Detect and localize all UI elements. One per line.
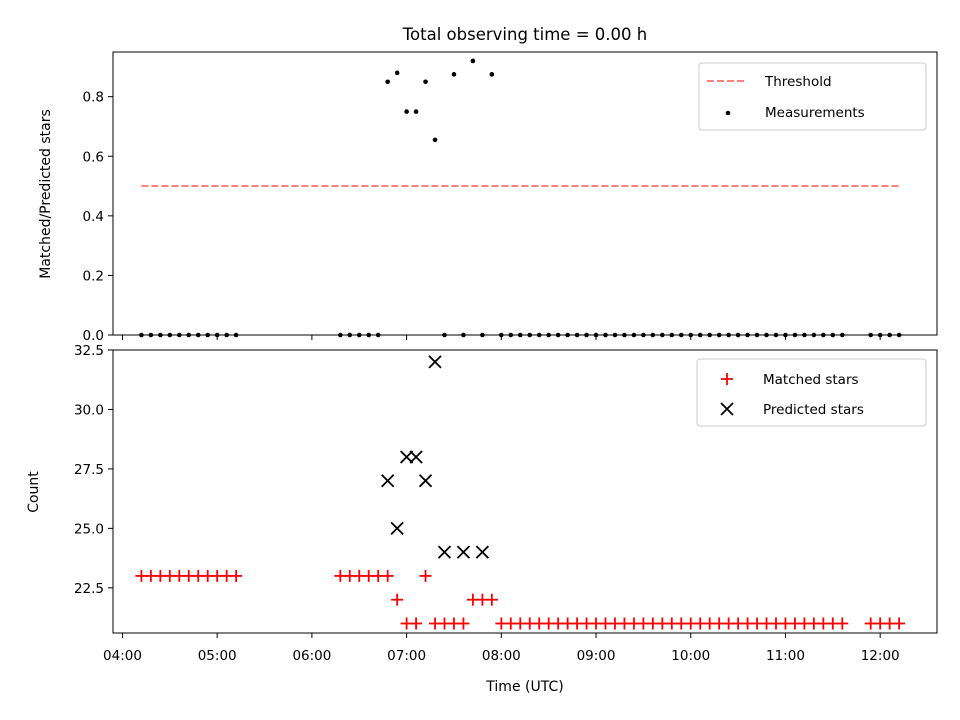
measurement-point bbox=[423, 79, 428, 85]
predicted-star-point bbox=[428, 355, 442, 369]
x-tick-label: 04:00 bbox=[103, 648, 142, 664]
measurements-legend-label: Measurements bbox=[765, 105, 865, 121]
top-y-tick-label: 0.0 bbox=[83, 328, 104, 344]
bottom-plot-frame bbox=[112, 349, 938, 634]
top-y-tick-label: 0.2 bbox=[83, 268, 104, 284]
measurement-point bbox=[489, 72, 495, 77]
x-tick-label: 08:00 bbox=[482, 648, 521, 664]
bottom-y-tick-label: 22.5 bbox=[74, 581, 104, 597]
x-tick-label: 09:00 bbox=[577, 648, 616, 664]
predicted-star-point bbox=[390, 521, 404, 535]
measurement-point bbox=[413, 109, 419, 114]
matched-star-point bbox=[410, 617, 423, 630]
matched-star-point bbox=[457, 617, 470, 630]
x-tick-label: 12:00 bbox=[861, 648, 900, 664]
matched-star-point bbox=[381, 569, 394, 582]
predicted-star-point bbox=[418, 474, 433, 488]
measurement-point bbox=[385, 79, 390, 85]
matched-star-point bbox=[391, 593, 404, 606]
top-plot-frame bbox=[112, 51, 938, 336]
measurement-point bbox=[470, 58, 476, 64]
measurement-point bbox=[394, 70, 400, 76]
top-y-tick-label: 0.8 bbox=[83, 90, 104, 106]
predicted-stars-legend-swatch bbox=[720, 402, 734, 416]
predicted-star-point bbox=[475, 545, 490, 559]
predicted-stars-legend-label: Predicted stars bbox=[763, 402, 864, 418]
matched-star-point bbox=[836, 617, 849, 630]
bottom-y-axis-ticks: 22.5 25.0 27.5 30.0 32.5 bbox=[74, 343, 113, 597]
bottom-x-axis-ticks: 04:00 05:00 06:00 07:00 08:00 09:00 10:00 11:00… bbox=[103, 633, 900, 664]
bottom-plot-marks bbox=[135, 355, 906, 630]
threshold-legend-label: Threshold bbox=[764, 74, 832, 90]
matched-stars-legend-swatch bbox=[721, 373, 733, 385]
measurement-point bbox=[451, 72, 457, 77]
measurements-legend-swatch bbox=[725, 110, 731, 116]
x-tick-label: 06:00 bbox=[292, 648, 331, 664]
x-tick-label: 11:00 bbox=[766, 648, 805, 664]
predicted-star-point bbox=[437, 545, 452, 559]
top-chart-title: Total observing time = 0.00 h bbox=[402, 25, 647, 44]
bottom-legend: Matched stars Predicted stars bbox=[696, 358, 927, 427]
x-axis-label: Time (UTC) bbox=[485, 679, 563, 695]
predicted-star-point bbox=[456, 545, 471, 559]
matched-star-point bbox=[893, 617, 906, 630]
predicted-star-point bbox=[399, 450, 414, 464]
bottom-y-tick-label: 25.0 bbox=[74, 521, 104, 537]
bottom-y-tick-label: 30.0 bbox=[74, 402, 104, 418]
matched-star-point bbox=[419, 569, 432, 582]
x-tick-label: 05:00 bbox=[198, 648, 237, 664]
bottom-y-tick-label: 32.5 bbox=[74, 343, 104, 359]
measurement-point bbox=[404, 109, 409, 114]
matched-stars-legend-label: Matched stars bbox=[763, 372, 859, 388]
top-y-axis-label: Matched/Predicted stars bbox=[38, 109, 54, 279]
predicted-star-point bbox=[409, 450, 423, 464]
top-y-tick-label: 0.4 bbox=[83, 209, 104, 225]
measurement-point bbox=[432, 137, 438, 143]
x-tick-label: 07:00 bbox=[387, 648, 426, 664]
x-tick-label: 10:00 bbox=[671, 648, 710, 664]
bottom-y-axis-label: Count bbox=[26, 471, 42, 513]
matched-star-point bbox=[230, 569, 243, 582]
matched-star-point bbox=[485, 593, 498, 606]
top-y-tick-label: 0.6 bbox=[83, 149, 104, 165]
predicted-star-point bbox=[381, 474, 395, 488]
top-y-axis-ticks: 0.0 0.2 0.4 0.6 0.8 bbox=[83, 90, 113, 344]
bottom-y-tick-label: 27.5 bbox=[74, 462, 104, 478]
top-legend: Threshold Measurements bbox=[698, 62, 927, 131]
